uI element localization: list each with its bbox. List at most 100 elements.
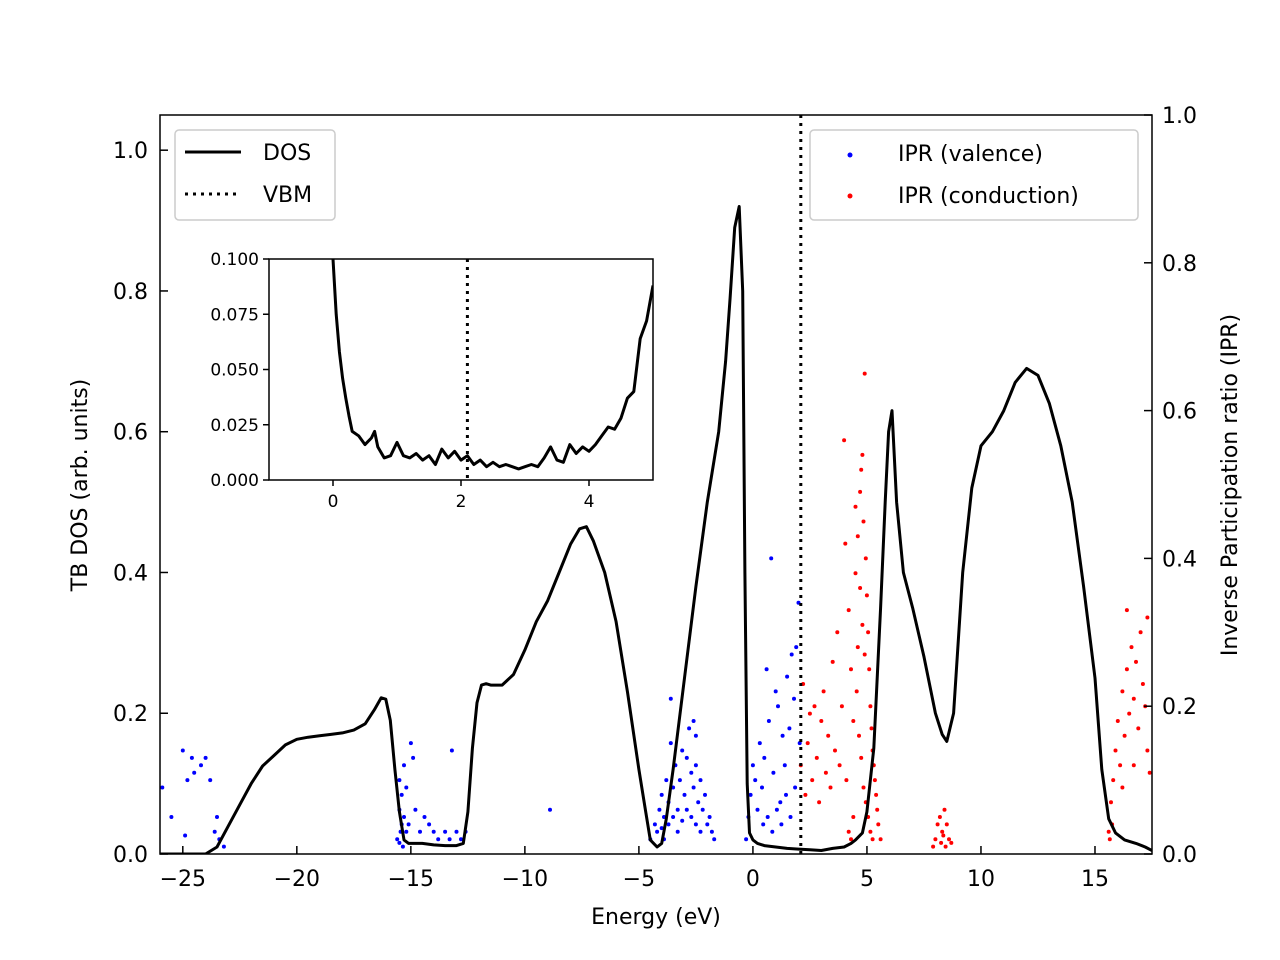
legend-vbm-label: VBM	[263, 183, 312, 208]
ipr-conduction-point	[1107, 837, 1112, 842]
ipr-valence-point	[655, 829, 660, 834]
ipr-conduction-point	[826, 733, 831, 738]
ipr-valence-point	[169, 815, 174, 819]
y-axis-left: 0.0 0.2 0.4 0.6 0.8 1.0	[113, 139, 168, 868]
ipr-valence-point	[397, 840, 402, 845]
y-tick-label: 0.6	[113, 421, 148, 446]
ipr-valence-point	[762, 755, 767, 760]
legend-dos-label: DOS	[263, 141, 311, 166]
ipr-valence-point	[769, 556, 774, 561]
ipr-conduction-point	[861, 519, 866, 524]
ipr-conduction-point	[874, 792, 879, 797]
y-axis-right: 0.0 0.2 0.4 0.6 0.8 1.0	[1144, 104, 1197, 868]
ipr-valence-point	[705, 822, 710, 827]
inset-y-axis: 0.000 0.025 0.050 0.075 0.100	[210, 250, 269, 491]
main-plot-frame	[159, 114, 1153, 855]
ipr-conduction-point	[1124, 608, 1129, 613]
ipr-conduction-point	[1138, 630, 1143, 635]
ipr-conduction-point	[823, 770, 828, 775]
ipr-valence-point	[404, 829, 409, 834]
ipr-valence-point	[753, 778, 758, 783]
ipr-valence-point	[691, 719, 696, 723]
inset-y-tick-label: 0.075	[210, 305, 259, 325]
ipr-conduction-point	[941, 833, 946, 838]
ipr-conduction-point	[837, 763, 842, 768]
ipr-conduction-point	[1129, 645, 1134, 650]
ipr-conduction-point	[1109, 800, 1113, 805]
ipr-conduction-point	[1136, 726, 1141, 731]
ipr-conduction-point	[866, 630, 871, 635]
y-tick-label: 1.0	[113, 139, 148, 164]
dos-series-line	[160, 205, 1152, 854]
ipr-conduction-point	[864, 593, 869, 598]
x-tick-label: −20	[274, 867, 320, 892]
ipr-conduction-point	[862, 371, 867, 376]
ipr-valence-point	[780, 733, 785, 738]
ipr-valence-point	[689, 770, 694, 775]
legend-ipr-valence-marker	[847, 152, 853, 158]
ipr-valence-point	[770, 829, 775, 834]
ipr-valence-point	[755, 807, 760, 812]
ipr-conduction-point	[833, 748, 837, 753]
ipr-valence-point	[709, 829, 714, 834]
y-tick-label: 0.8	[113, 280, 148, 305]
ipr-valence-point	[413, 807, 418, 812]
ipr-valence-point	[693, 733, 698, 738]
ipr-conduction-point	[858, 489, 863, 494]
x-tick-label: −25	[160, 867, 206, 892]
inset-x-tick-label: 2	[456, 492, 467, 512]
ipr-valence-point	[422, 815, 427, 819]
ipr-valence-point	[778, 800, 783, 805]
ipr-conduction-point	[867, 667, 872, 672]
ipr-valence-point	[712, 837, 717, 842]
ipr-conduction-point	[1131, 696, 1136, 701]
ipr-conduction-point	[1134, 659, 1138, 664]
ipr-valence-point	[750, 763, 755, 768]
inset-y-tick-label: 0.050	[210, 361, 259, 381]
ipr-valence-point	[666, 822, 671, 827]
x-tick-label: 5	[860, 867, 874, 892]
ipr-conduction-point	[1131, 763, 1136, 768]
ipr-valence-point	[774, 807, 779, 812]
ipr-valence-point	[691, 785, 696, 790]
ipr-valence-point	[443, 829, 448, 834]
ipr-valence-point	[185, 778, 190, 783]
ipr-conduction-point	[803, 792, 808, 797]
ipr-valence-point	[208, 778, 213, 783]
ipr-conduction-point	[1115, 719, 1120, 723]
ipr-valence-point	[404, 785, 409, 790]
ipr-conduction-point	[851, 719, 856, 723]
y2-axis-label: Inverse Participation ratio (IPR)	[1218, 314, 1243, 656]
ipr-valence-point	[700, 807, 705, 812]
ipr-valence-point	[766, 719, 771, 723]
ipr-conduction-point	[933, 837, 938, 842]
ipr-valence-point	[680, 818, 685, 823]
ipr-valence-point	[787, 726, 792, 731]
ipr-conduction-point	[875, 807, 880, 812]
ipr-conduction-point	[940, 829, 945, 834]
ipr-valence-point	[757, 741, 762, 746]
ipr-conduction-series	[798, 371, 1152, 849]
legend-left: DOS VBM	[174, 129, 336, 221]
ipr-conduction-point	[814, 755, 819, 760]
ipr-valence-point	[454, 829, 459, 834]
ipr-conduction-point	[860, 452, 865, 457]
ipr-valence-point	[771, 770, 776, 775]
ipr-valence-point	[418, 829, 422, 834]
ipr-valence-point	[436, 837, 441, 842]
legend-ipr-conduction-marker	[847, 193, 853, 199]
ipr-conduction-point	[1145, 748, 1150, 753]
ipr-conduction-point	[876, 822, 881, 827]
ipr-conduction-point	[1145, 615, 1150, 620]
ipr-valence-point	[212, 829, 217, 834]
ipr-valence-point	[698, 829, 703, 834]
ipr-valence-point	[693, 763, 698, 768]
ipr-conduction-point	[862, 652, 867, 657]
ipr-valence-point	[199, 763, 203, 768]
ipr-conduction-point	[853, 504, 858, 509]
ipr-valence-point	[183, 833, 188, 838]
ipr-conduction-point	[878, 837, 883, 842]
ipr-conduction-point	[849, 837, 853, 842]
inset-y-tick-label: 0.025	[210, 416, 259, 436]
